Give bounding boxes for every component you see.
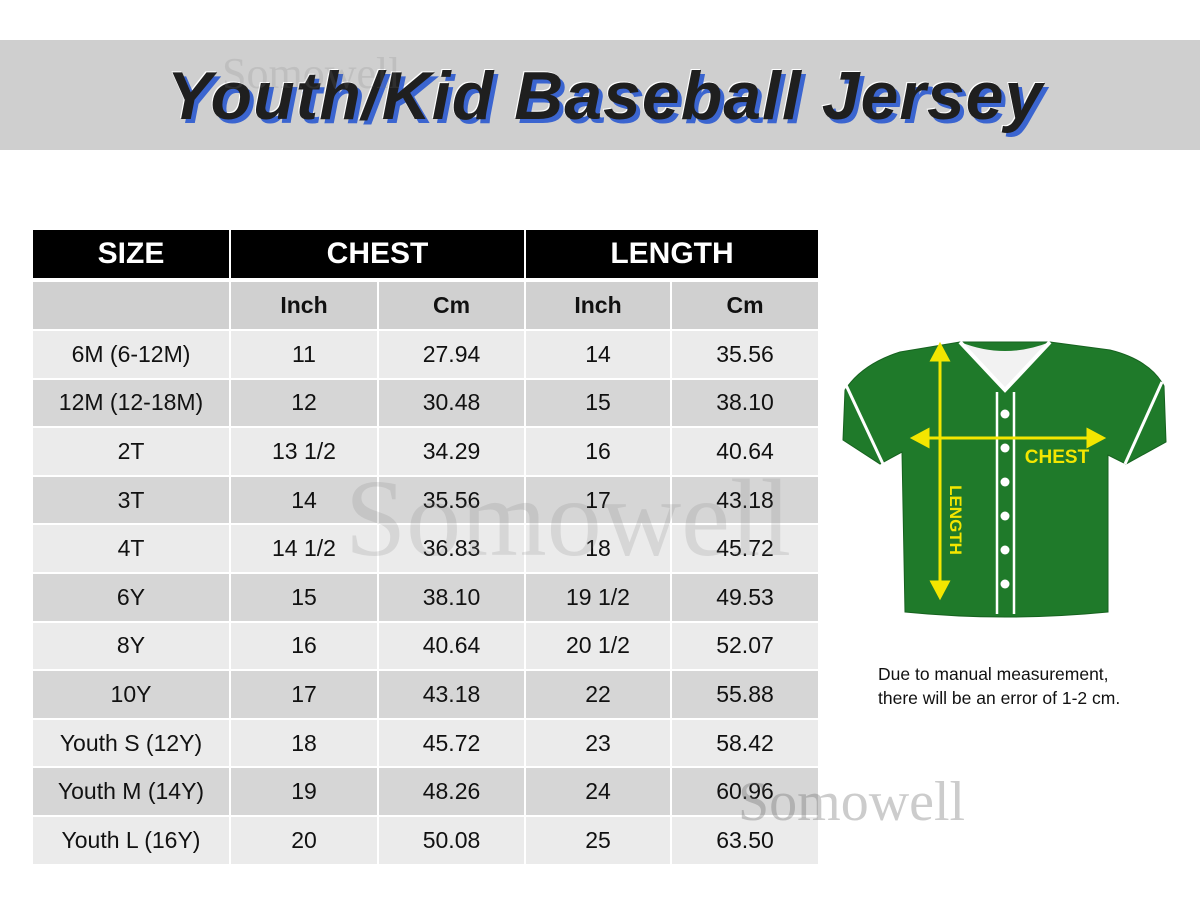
subcolumn-header: Cm <box>672 282 818 331</box>
size-cell: Youth L (16Y) <box>33 817 231 866</box>
value-cell: 55.88 <box>672 671 818 720</box>
page-title: Youth/Kid Baseball Jersey <box>166 58 1044 134</box>
value-cell: 20 <box>231 817 379 866</box>
subcolumn-header: Cm <box>379 282 526 331</box>
subheader-blank <box>33 282 231 331</box>
value-cell: 45.72 <box>379 719 526 769</box>
value-cell: 13 1/2 <box>231 428 379 477</box>
value-cell: 16 <box>526 428 672 477</box>
value-cell: 15 <box>526 379 672 429</box>
buttons <box>1000 409 1010 589</box>
size-cell: 3T <box>33 476 231 526</box>
value-cell: 38.10 <box>672 379 818 429</box>
collar-trim <box>958 340 1052 393</box>
value-cell: 40.64 <box>672 428 818 477</box>
sleeve-trim <box>844 384 885 465</box>
note-line: Due to manual measurement, <box>878 664 1109 684</box>
size-cell: 6M (6-12M) <box>33 331 231 380</box>
value-cell: 24 <box>526 768 672 817</box>
chest-label: CHEST <box>1025 447 1090 468</box>
value-cell: 45.72 <box>672 525 818 574</box>
measure-arrows <box>909 341 1107 601</box>
size-cell: 10Y <box>33 671 231 720</box>
subcolumn-header: Inch <box>526 282 672 331</box>
column-header: SIZE <box>33 230 231 280</box>
column-header: LENGTH <box>526 230 818 280</box>
value-cell: 30.48 <box>379 379 526 429</box>
sleeve-trim <box>1123 381 1164 465</box>
value-cell: 11 <box>231 331 379 380</box>
value-cell: 25 <box>526 817 672 866</box>
value-cell: 17 <box>526 476 672 526</box>
size-cell: 6Y <box>33 574 231 623</box>
value-cell: 52.07 <box>672 622 818 672</box>
length-label: LENGTH <box>946 485 965 555</box>
note: Due to manual measurement, there will be… <box>878 662 1120 710</box>
title-band <box>0 40 1200 150</box>
size-cell: Youth S (12Y) <box>33 719 231 769</box>
value-cell: 60.96 <box>672 768 818 817</box>
value-cell: 43.18 <box>379 671 526 720</box>
value-cell: 16 <box>231 622 379 672</box>
size-cell: Youth M (14Y) <box>33 768 231 817</box>
note-line: there will be an error of 1-2 cm. <box>878 688 1121 708</box>
value-cell: 19 1/2 <box>526 574 672 623</box>
value-cell: 50.08 <box>379 817 526 866</box>
value-cell: 48.26 <box>379 768 526 817</box>
size-cell: 2T <box>33 428 231 477</box>
value-cell: 49.53 <box>672 574 818 623</box>
value-cell: 14 1/2 <box>231 525 379 574</box>
value-cell: 35.56 <box>672 331 818 380</box>
size-cell: 12M (12-18M) <box>33 379 231 429</box>
value-cell: 19 <box>231 768 379 817</box>
value-cell: 14 <box>231 476 379 526</box>
value-cell: 14 <box>526 331 672 380</box>
subcolumn-header: Inch <box>231 282 379 331</box>
column-header: CHEST <box>231 230 526 280</box>
value-cell: 36.83 <box>379 525 526 574</box>
value-cell: 18 <box>231 719 379 769</box>
value-cell: 12 <box>231 379 379 429</box>
value-cell: 18 <box>526 525 672 574</box>
value-cell: 63.50 <box>672 817 818 866</box>
value-cell: 34.29 <box>379 428 526 477</box>
value-cell: 17 <box>231 671 379 720</box>
value-cell: 15 <box>231 574 379 623</box>
value-cell: 35.56 <box>379 476 526 526</box>
value-cell: 43.18 <box>672 476 818 526</box>
value-cell: 20 1/2 <box>526 622 672 672</box>
size-cell: 4T <box>33 525 231 574</box>
value-cell: 38.10 <box>379 574 526 623</box>
value-cell: 23 <box>526 719 672 769</box>
size-cell: 8Y <box>33 622 231 672</box>
value-cell: 22 <box>526 671 672 720</box>
value-cell: 58.42 <box>672 719 818 769</box>
collar <box>960 342 1050 388</box>
value-cell: 27.94 <box>379 331 526 380</box>
value-cell: 40.64 <box>379 622 526 672</box>
